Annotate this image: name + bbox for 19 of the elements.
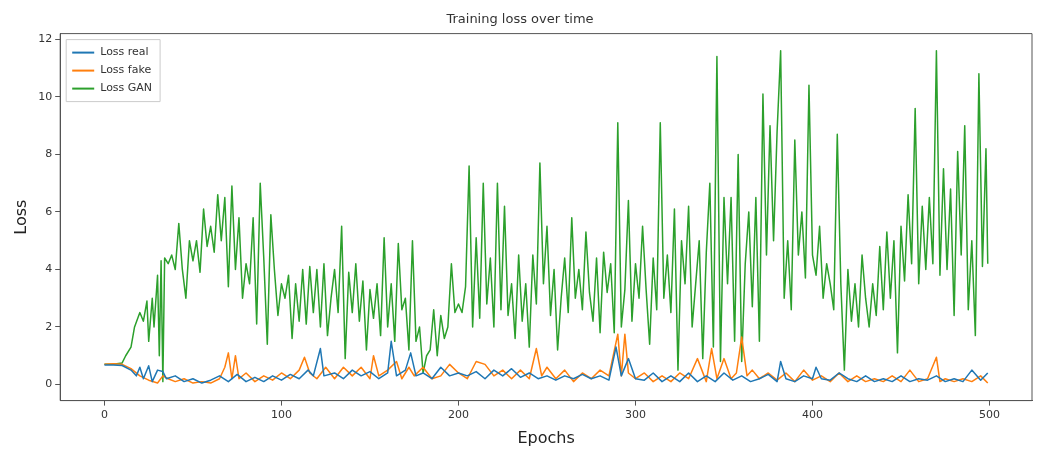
y-tick-label: 8 (45, 147, 53, 161)
legend-label: Loss real (100, 45, 149, 59)
x-tick-label: 200 (447, 408, 469, 422)
x-tick-label: 0 (100, 408, 108, 422)
x-tick-label: 400 (802, 408, 823, 422)
y-tick-label: 6 (45, 204, 53, 218)
legend-label: Loss fake (100, 63, 152, 77)
x-tick-label: 500 (979, 408, 1001, 422)
y-tick-label: 0 (45, 377, 53, 391)
y-axis-title: Loss (10, 199, 30, 235)
x-axis-title: Epochs (517, 427, 575, 447)
legend-label: Loss GAN (100, 81, 153, 95)
y-tick-label: 2 (45, 319, 53, 333)
chart-title: Training loss over time (445, 11, 594, 27)
y-tick-label: 4 (45, 262, 53, 276)
y-tick-label: 12 (38, 32, 53, 46)
x-tick-label: 300 (624, 408, 646, 422)
y-tick-label: 10 (38, 89, 53, 103)
x-tick-label: 100 (270, 408, 292, 422)
